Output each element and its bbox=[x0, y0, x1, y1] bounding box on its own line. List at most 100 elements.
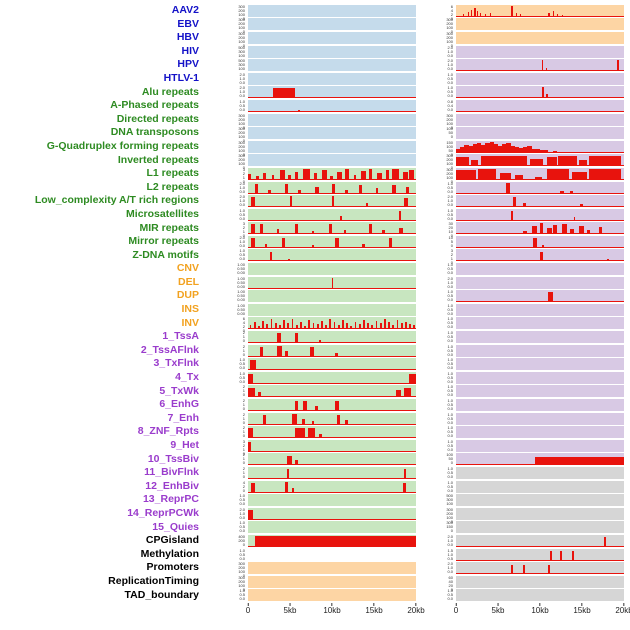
y-axis-ticks-left: 1.0 0.5 0.0 bbox=[205, 589, 248, 601]
y-tick-label: 0.0 bbox=[239, 242, 245, 248]
y-tick-label: 1.0 bbox=[239, 238, 245, 244]
data-bar bbox=[479, 13, 481, 17]
zero-baseline bbox=[248, 260, 416, 262]
y-tick-label: 100 bbox=[238, 66, 245, 72]
data-bar bbox=[298, 110, 300, 112]
y-axis-ticks-right: 100 50 0 bbox=[416, 453, 456, 465]
y-axis-ticks-right: 300 200 100 0 bbox=[416, 113, 456, 129]
data-bar bbox=[534, 457, 552, 466]
y-tick-label: 1.0 bbox=[239, 98, 245, 104]
y-axis-ticks-right: 1.0 0.5 0.0 bbox=[416, 303, 456, 316]
data-bar bbox=[363, 319, 365, 330]
track-panel-left bbox=[248, 385, 416, 398]
track-row: MIR repeats 3 2 1 0 30 20 10 0 bbox=[0, 221, 630, 239]
track-panel-left bbox=[248, 466, 416, 479]
y-tick-label: 1.0 bbox=[447, 411, 453, 417]
data-bar bbox=[585, 456, 624, 466]
y-axis-ticks-right: 1.0 0.5 0.0 bbox=[416, 86, 456, 98]
track-panel-right bbox=[456, 195, 624, 208]
y-axis-ticks-left: 2.0 1.0 0.0 bbox=[205, 235, 248, 248]
y-tick-label: 2 bbox=[450, 11, 453, 17]
data-bar bbox=[375, 321, 378, 330]
y-axis-ticks-right: 2.0 1.0 0.0 bbox=[416, 276, 456, 289]
y-tick-label: 0.0 bbox=[447, 324, 453, 330]
zero-baseline bbox=[456, 110, 624, 112]
track-label: INV bbox=[181, 316, 199, 329]
track-row: CNV 1.00 0.50 0.00 1.0 0.5 0.0 bbox=[0, 262, 630, 276]
track-row: A-Phased repeats 1.0 0.5 0.0 0.8 0.4 0.0 bbox=[0, 99, 630, 113]
data-bar bbox=[358, 324, 361, 330]
y-tick-label: 0.5 bbox=[447, 306, 453, 312]
y-tick-label: 1.0 bbox=[447, 357, 453, 363]
track-panel-left bbox=[248, 45, 416, 58]
data-bar bbox=[263, 172, 267, 180]
y-tick-label: 0 bbox=[242, 233, 245, 239]
y-axis-ticks-right: 300 200 100 0 bbox=[416, 507, 456, 523]
y-tick-label: 6 bbox=[242, 316, 245, 322]
track-panel-left bbox=[248, 235, 416, 248]
y-tick-label: 300 bbox=[238, 153, 245, 159]
y-axis-ticks-right: 1.0 0.5 0.0 bbox=[416, 439, 456, 452]
y-tick-label: 0.5 bbox=[447, 361, 453, 367]
y-tick-label: 0.5 bbox=[447, 293, 453, 299]
track-label: Directed repeats bbox=[116, 112, 199, 125]
y-tick-label: 1.0 bbox=[447, 62, 453, 68]
y-tick-label: 1.0 bbox=[447, 537, 453, 543]
data-bar bbox=[477, 168, 497, 180]
y-axis-ticks-right: 150 100 50 0 bbox=[416, 140, 456, 156]
data-bar bbox=[395, 390, 401, 398]
data-bar bbox=[345, 420, 348, 425]
y-tick-label: 6 bbox=[450, 3, 453, 9]
track-panel-left bbox=[248, 399, 416, 412]
y-tick-label: 100 bbox=[446, 514, 453, 520]
data-bar bbox=[258, 392, 262, 398]
y-tick-label: 0.5 bbox=[239, 211, 245, 217]
y-tick-label: 2 bbox=[242, 425, 245, 431]
data-bar bbox=[531, 226, 537, 235]
data-bar bbox=[404, 387, 411, 398]
track-label: MIR repeats bbox=[139, 221, 199, 234]
y-tick-label: 0.0 bbox=[447, 52, 453, 58]
y-tick-label: 2 bbox=[242, 225, 245, 231]
y-tick-label: 0.50 bbox=[237, 266, 245, 272]
y-tick-label: 10 bbox=[448, 234, 453, 240]
data-bar bbox=[580, 204, 583, 208]
y-tick-label: 0.5 bbox=[447, 184, 453, 190]
y-tick-label: 0.5 bbox=[447, 89, 453, 95]
data-bar bbox=[249, 324, 252, 330]
y-tick-label: 2.0 bbox=[447, 194, 453, 200]
track-panel-right bbox=[456, 494, 624, 507]
y-tick-label: 0.0 bbox=[447, 433, 453, 439]
y-tick-label: 1 bbox=[242, 174, 245, 180]
data-bar bbox=[335, 110, 337, 112]
y-tick-label: 0 bbox=[450, 42, 453, 48]
data-bar bbox=[335, 353, 338, 357]
y-tick-label: 100 bbox=[446, 126, 453, 132]
y-axis-ticks-left: 500 300 100 bbox=[205, 59, 248, 71]
y-tick-label: 0 bbox=[242, 573, 245, 579]
y-tick-label: 1.0 bbox=[447, 316, 453, 322]
x-tick: 5kb bbox=[284, 603, 296, 616]
track-panel-left bbox=[248, 31, 416, 44]
x-axis-right-panel: 0 5kb 10kb 15kb 20kb bbox=[453, 603, 630, 625]
x-tick-label: 0 bbox=[453, 606, 459, 616]
y-axis-ticks-right: 1.0 0.5 0.0 bbox=[416, 263, 456, 275]
y-tick-label: 0.5 bbox=[447, 469, 453, 475]
data-bar bbox=[318, 339, 322, 344]
track-row: Microsatellites 1.0 0.5 0.0 1.0 0.5 0.0 bbox=[0, 208, 630, 222]
data-bar bbox=[330, 175, 333, 180]
data-bar bbox=[384, 319, 386, 330]
track-row: 2_TssAFlnk 2 1 0 1.0 0.5 0.0 bbox=[0, 344, 630, 358]
y-tick-label: 1.0 bbox=[447, 180, 453, 186]
data-bar bbox=[400, 322, 403, 330]
data-bar bbox=[513, 197, 517, 208]
y-tick-label: 2.0 bbox=[239, 85, 245, 91]
data-bar bbox=[298, 190, 301, 194]
data-bar bbox=[546, 228, 552, 235]
data-bar bbox=[474, 7, 476, 17]
track-label: ReplicationTiming bbox=[108, 574, 199, 587]
data-bar bbox=[291, 318, 294, 330]
y-tick-label: 300 bbox=[238, 30, 245, 36]
data-bar bbox=[523, 203, 526, 208]
